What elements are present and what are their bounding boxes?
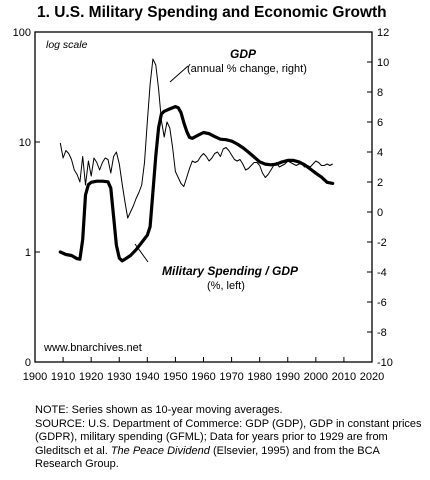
right-axis-tick-label: 12: [377, 27, 389, 39]
x-axis-tick-label: 2020: [360, 371, 384, 383]
source-line: SOURCE: U.S. Department of Commerce: GDP…: [35, 418, 427, 472]
right-axis-tick-label: 0: [377, 207, 383, 219]
note-line: NOTE: Series shown as 10-year moving ave…: [35, 404, 283, 416]
left-axis-tick-label: 100: [13, 27, 31, 39]
source-book-title: The Peace Dividend: [110, 444, 210, 457]
right-axis-tick-label: 6: [377, 117, 383, 129]
military-spending-series-line: [58, 104, 335, 263]
notes-block: NOTE: Series shown as 10-year moving ave…: [35, 404, 427, 472]
military-label-pointer: [134, 243, 149, 263]
right-axis-tick-label: -6: [377, 297, 387, 309]
x-axis-tick-label: 1960: [191, 371, 215, 383]
right-axis-tick-label: -4: [377, 267, 387, 279]
x-axis-tick-label: 1970: [219, 371, 243, 383]
x-axis-tick-label: 1900: [23, 371, 47, 383]
gdp-series-sublabel: (annual % change, right): [187, 63, 307, 75]
right-axis-tick-label: 8: [377, 87, 383, 99]
right-axis-tick-label: -2: [377, 237, 387, 249]
left-axis-tick-label: 10: [19, 137, 31, 149]
source-text-a: SOURCE: U.S. Department of Commerce: GDP…: [35, 417, 422, 457]
watermark: www.bnarchives.net: [43, 342, 142, 354]
x-axis-tick-label: 1990: [276, 371, 300, 383]
right-axis-tick-label: -10: [377, 357, 393, 369]
source-text-b: (Elsevier, 1995) and from the BCA Resear…: [35, 444, 380, 471]
x-axis-tick-label: 1910: [51, 371, 75, 383]
military-series-sublabel: (%, left): [207, 280, 245, 292]
x-axis-tick-label: 2010: [332, 371, 356, 383]
x-axis-tick-label: 1950: [163, 371, 187, 383]
right-axis-tick-label: 2: [377, 177, 383, 189]
military-series-label: Military Spending / GDP: [162, 264, 299, 278]
x-axis-tick-label: 1980: [247, 371, 271, 383]
chart-title: 1. U.S. Military Spending and Economic G…: [37, 4, 387, 21]
gdp-series-label: GDP: [230, 47, 257, 61]
x-axis-tick-label: 1940: [135, 371, 159, 383]
right-axis-tick-label: 4: [377, 147, 383, 159]
left-axis-tick-label: 0: [25, 357, 31, 369]
gdp-series-line: [59, 58, 333, 219]
right-axis-tick-label: 10: [377, 57, 389, 69]
gdp-label-pointer: [169, 65, 189, 83]
log-scale-label: log scale: [46, 39, 88, 51]
left-axis-tick-label: 1: [25, 247, 31, 259]
x-axis-tick-label: 2000: [304, 371, 328, 383]
x-axis-tick-label: 1920: [79, 371, 103, 383]
right-axis-tick-label: -8: [377, 327, 387, 339]
x-axis-tick-label: 1930: [107, 371, 131, 383]
